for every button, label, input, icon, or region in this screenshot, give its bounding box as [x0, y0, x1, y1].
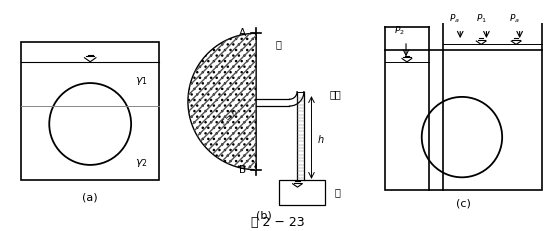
Text: $P_a$: $P_a$ [448, 13, 460, 25]
Text: (b): (b) [256, 210, 271, 220]
Text: 水: 水 [334, 187, 340, 198]
Text: 图 2 − 23: 图 2 − 23 [251, 216, 304, 229]
Text: 空气: 空气 [329, 89, 341, 99]
Text: (a): (a) [82, 193, 98, 203]
Text: $P_1$: $P_1$ [476, 13, 487, 25]
Text: B: B [239, 165, 246, 175]
Text: $P_a$: $P_a$ [509, 13, 520, 25]
Text: A: A [239, 28, 246, 38]
Text: $r=h$: $r=h$ [218, 106, 240, 128]
Text: (c): (c) [456, 198, 471, 209]
Text: 水: 水 [276, 39, 282, 49]
Text: $\gamma_2$: $\gamma_2$ [134, 157, 147, 169]
Text: $h$: $h$ [317, 133, 324, 145]
Polygon shape [188, 33, 256, 170]
Text: $\gamma_1$: $\gamma_1$ [134, 75, 147, 87]
Text: $P_2$: $P_2$ [395, 24, 405, 36]
